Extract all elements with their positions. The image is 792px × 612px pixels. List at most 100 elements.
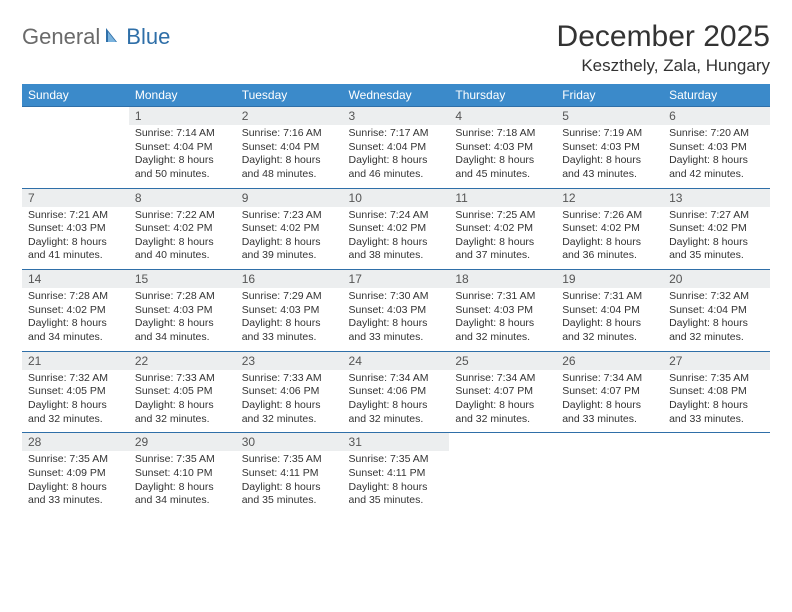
day-data-cell: Sunrise: 7:29 AMSunset: 4:03 PMDaylight:… (236, 288, 343, 351)
sunrise-text: Sunrise: 7:35 AM (669, 372, 764, 386)
day-data-cell (22, 125, 129, 188)
daylight-text: Daylight: 8 hours and 43 minutes. (562, 154, 657, 181)
sunset-text: Sunset: 4:05 PM (28, 385, 123, 399)
sunrise-text: Sunrise: 7:31 AM (455, 290, 550, 304)
day-number-cell: 10 (343, 188, 450, 207)
day-number: 5 (562, 109, 569, 123)
sunset-text: Sunset: 4:07 PM (455, 385, 550, 399)
daylight-text: Daylight: 8 hours and 34 minutes. (135, 317, 230, 344)
day-number-cell: 18 (449, 270, 556, 289)
sunrise-text: Sunrise: 7:34 AM (349, 372, 444, 386)
sunset-text: Sunset: 4:02 PM (28, 304, 123, 318)
sunrise-text: Sunrise: 7:35 AM (135, 453, 230, 467)
day-number: 21 (28, 354, 41, 368)
sunrise-text: Sunrise: 7:19 AM (562, 127, 657, 141)
day-data-cell: Sunrise: 7:35 AMSunset: 4:08 PMDaylight:… (663, 370, 770, 433)
daynum-row: 28293031 (22, 433, 770, 452)
sunset-text: Sunset: 4:07 PM (562, 385, 657, 399)
sunrise-text: Sunrise: 7:18 AM (455, 127, 550, 141)
logo: General Blue (22, 20, 170, 50)
day-data-cell: Sunrise: 7:33 AMSunset: 4:06 PMDaylight:… (236, 370, 343, 433)
day-data-cell (449, 451, 556, 514)
day-data-cell (556, 451, 663, 514)
day-number-cell: 24 (343, 351, 450, 370)
daylight-text: Daylight: 8 hours and 33 minutes. (242, 317, 337, 344)
daynum-row: 78910111213 (22, 188, 770, 207)
day-data-cell: Sunrise: 7:35 AMSunset: 4:09 PMDaylight:… (22, 451, 129, 514)
day-number-cell: 31 (343, 433, 450, 452)
logo-sail-icon (104, 26, 124, 49)
sunrise-text: Sunrise: 7:34 AM (562, 372, 657, 386)
sunrise-text: Sunrise: 7:17 AM (349, 127, 444, 141)
day-number-cell: 5 (556, 107, 663, 126)
day-number-cell (22, 107, 129, 126)
day-data-cell: Sunrise: 7:35 AMSunset: 4:10 PMDaylight:… (129, 451, 236, 514)
day-number: 30 (242, 435, 255, 449)
day-data-cell: Sunrise: 7:26 AMSunset: 4:02 PMDaylight:… (556, 207, 663, 270)
daylight-text: Daylight: 8 hours and 34 minutes. (28, 317, 123, 344)
daylight-text: Daylight: 8 hours and 35 minutes. (669, 236, 764, 263)
day-number-cell: 25 (449, 351, 556, 370)
sunset-text: Sunset: 4:04 PM (562, 304, 657, 318)
day-number-cell: 14 (22, 270, 129, 289)
day-number-cell: 4 (449, 107, 556, 126)
daylight-text: Daylight: 8 hours and 39 minutes. (242, 236, 337, 263)
day-number-cell: 19 (556, 270, 663, 289)
day-data-cell (663, 451, 770, 514)
day-number-cell: 6 (663, 107, 770, 126)
sunrise-text: Sunrise: 7:26 AM (562, 209, 657, 223)
sunrise-text: Sunrise: 7:34 AM (455, 372, 550, 386)
sunset-text: Sunset: 4:02 PM (349, 222, 444, 236)
day-number-cell: 13 (663, 188, 770, 207)
day-number: 6 (669, 109, 676, 123)
sunset-text: Sunset: 4:04 PM (349, 141, 444, 155)
day-data-cell: Sunrise: 7:24 AMSunset: 4:02 PMDaylight:… (343, 207, 450, 270)
day-number: 25 (455, 354, 468, 368)
sunset-text: Sunset: 4:08 PM (669, 385, 764, 399)
sunset-text: Sunset: 4:10 PM (135, 467, 230, 481)
day-number: 10 (349, 191, 362, 205)
day-number: 1 (135, 109, 142, 123)
day-number-cell: 30 (236, 433, 343, 452)
day-number-cell: 27 (663, 351, 770, 370)
sunrise-text: Sunrise: 7:35 AM (349, 453, 444, 467)
sunrise-text: Sunrise: 7:33 AM (242, 372, 337, 386)
day-number: 3 (349, 109, 356, 123)
day-number: 27 (669, 354, 682, 368)
daylight-text: Daylight: 8 hours and 32 minutes. (669, 317, 764, 344)
sunset-text: Sunset: 4:03 PM (242, 304, 337, 318)
daylight-text: Daylight: 8 hours and 35 minutes. (349, 481, 444, 508)
data-row: Sunrise: 7:32 AMSunset: 4:05 PMDaylight:… (22, 370, 770, 433)
sunrise-text: Sunrise: 7:27 AM (669, 209, 764, 223)
sunrise-text: Sunrise: 7:25 AM (455, 209, 550, 223)
daylight-text: Daylight: 8 hours and 32 minutes. (242, 399, 337, 426)
daynum-row: 21222324252627 (22, 351, 770, 370)
sunrise-text: Sunrise: 7:14 AM (135, 127, 230, 141)
sunset-text: Sunset: 4:11 PM (242, 467, 337, 481)
day-number-cell: 11 (449, 188, 556, 207)
day-data-cell: Sunrise: 7:20 AMSunset: 4:03 PMDaylight:… (663, 125, 770, 188)
day-number: 7 (28, 191, 35, 205)
daylight-text: Daylight: 8 hours and 33 minutes. (349, 317, 444, 344)
sunrise-text: Sunrise: 7:30 AM (349, 290, 444, 304)
day-number: 2 (242, 109, 249, 123)
day-number: 23 (242, 354, 255, 368)
day-data-cell: Sunrise: 7:33 AMSunset: 4:05 PMDaylight:… (129, 370, 236, 433)
day-number-cell: 17 (343, 270, 450, 289)
daylight-text: Daylight: 8 hours and 33 minutes. (669, 399, 764, 426)
daylight-text: Daylight: 8 hours and 32 minutes. (562, 317, 657, 344)
sunrise-text: Sunrise: 7:28 AM (28, 290, 123, 304)
title-block: December 2025 Keszthely, Zala, Hungary (557, 20, 770, 76)
day-number: 11 (455, 191, 467, 205)
day-number-cell: 16 (236, 270, 343, 289)
logo-text-general: General (22, 24, 100, 50)
day-number-cell: 23 (236, 351, 343, 370)
sunset-text: Sunset: 4:05 PM (135, 385, 230, 399)
dow-monday: Monday (129, 84, 236, 107)
sunset-text: Sunset: 4:03 PM (349, 304, 444, 318)
location-label: Keszthely, Zala, Hungary (557, 56, 770, 76)
data-row: Sunrise: 7:28 AMSunset: 4:02 PMDaylight:… (22, 288, 770, 351)
daylight-text: Daylight: 8 hours and 41 minutes. (28, 236, 123, 263)
day-data-cell: Sunrise: 7:28 AMSunset: 4:02 PMDaylight:… (22, 288, 129, 351)
day-data-cell: Sunrise: 7:34 AMSunset: 4:07 PMDaylight:… (449, 370, 556, 433)
